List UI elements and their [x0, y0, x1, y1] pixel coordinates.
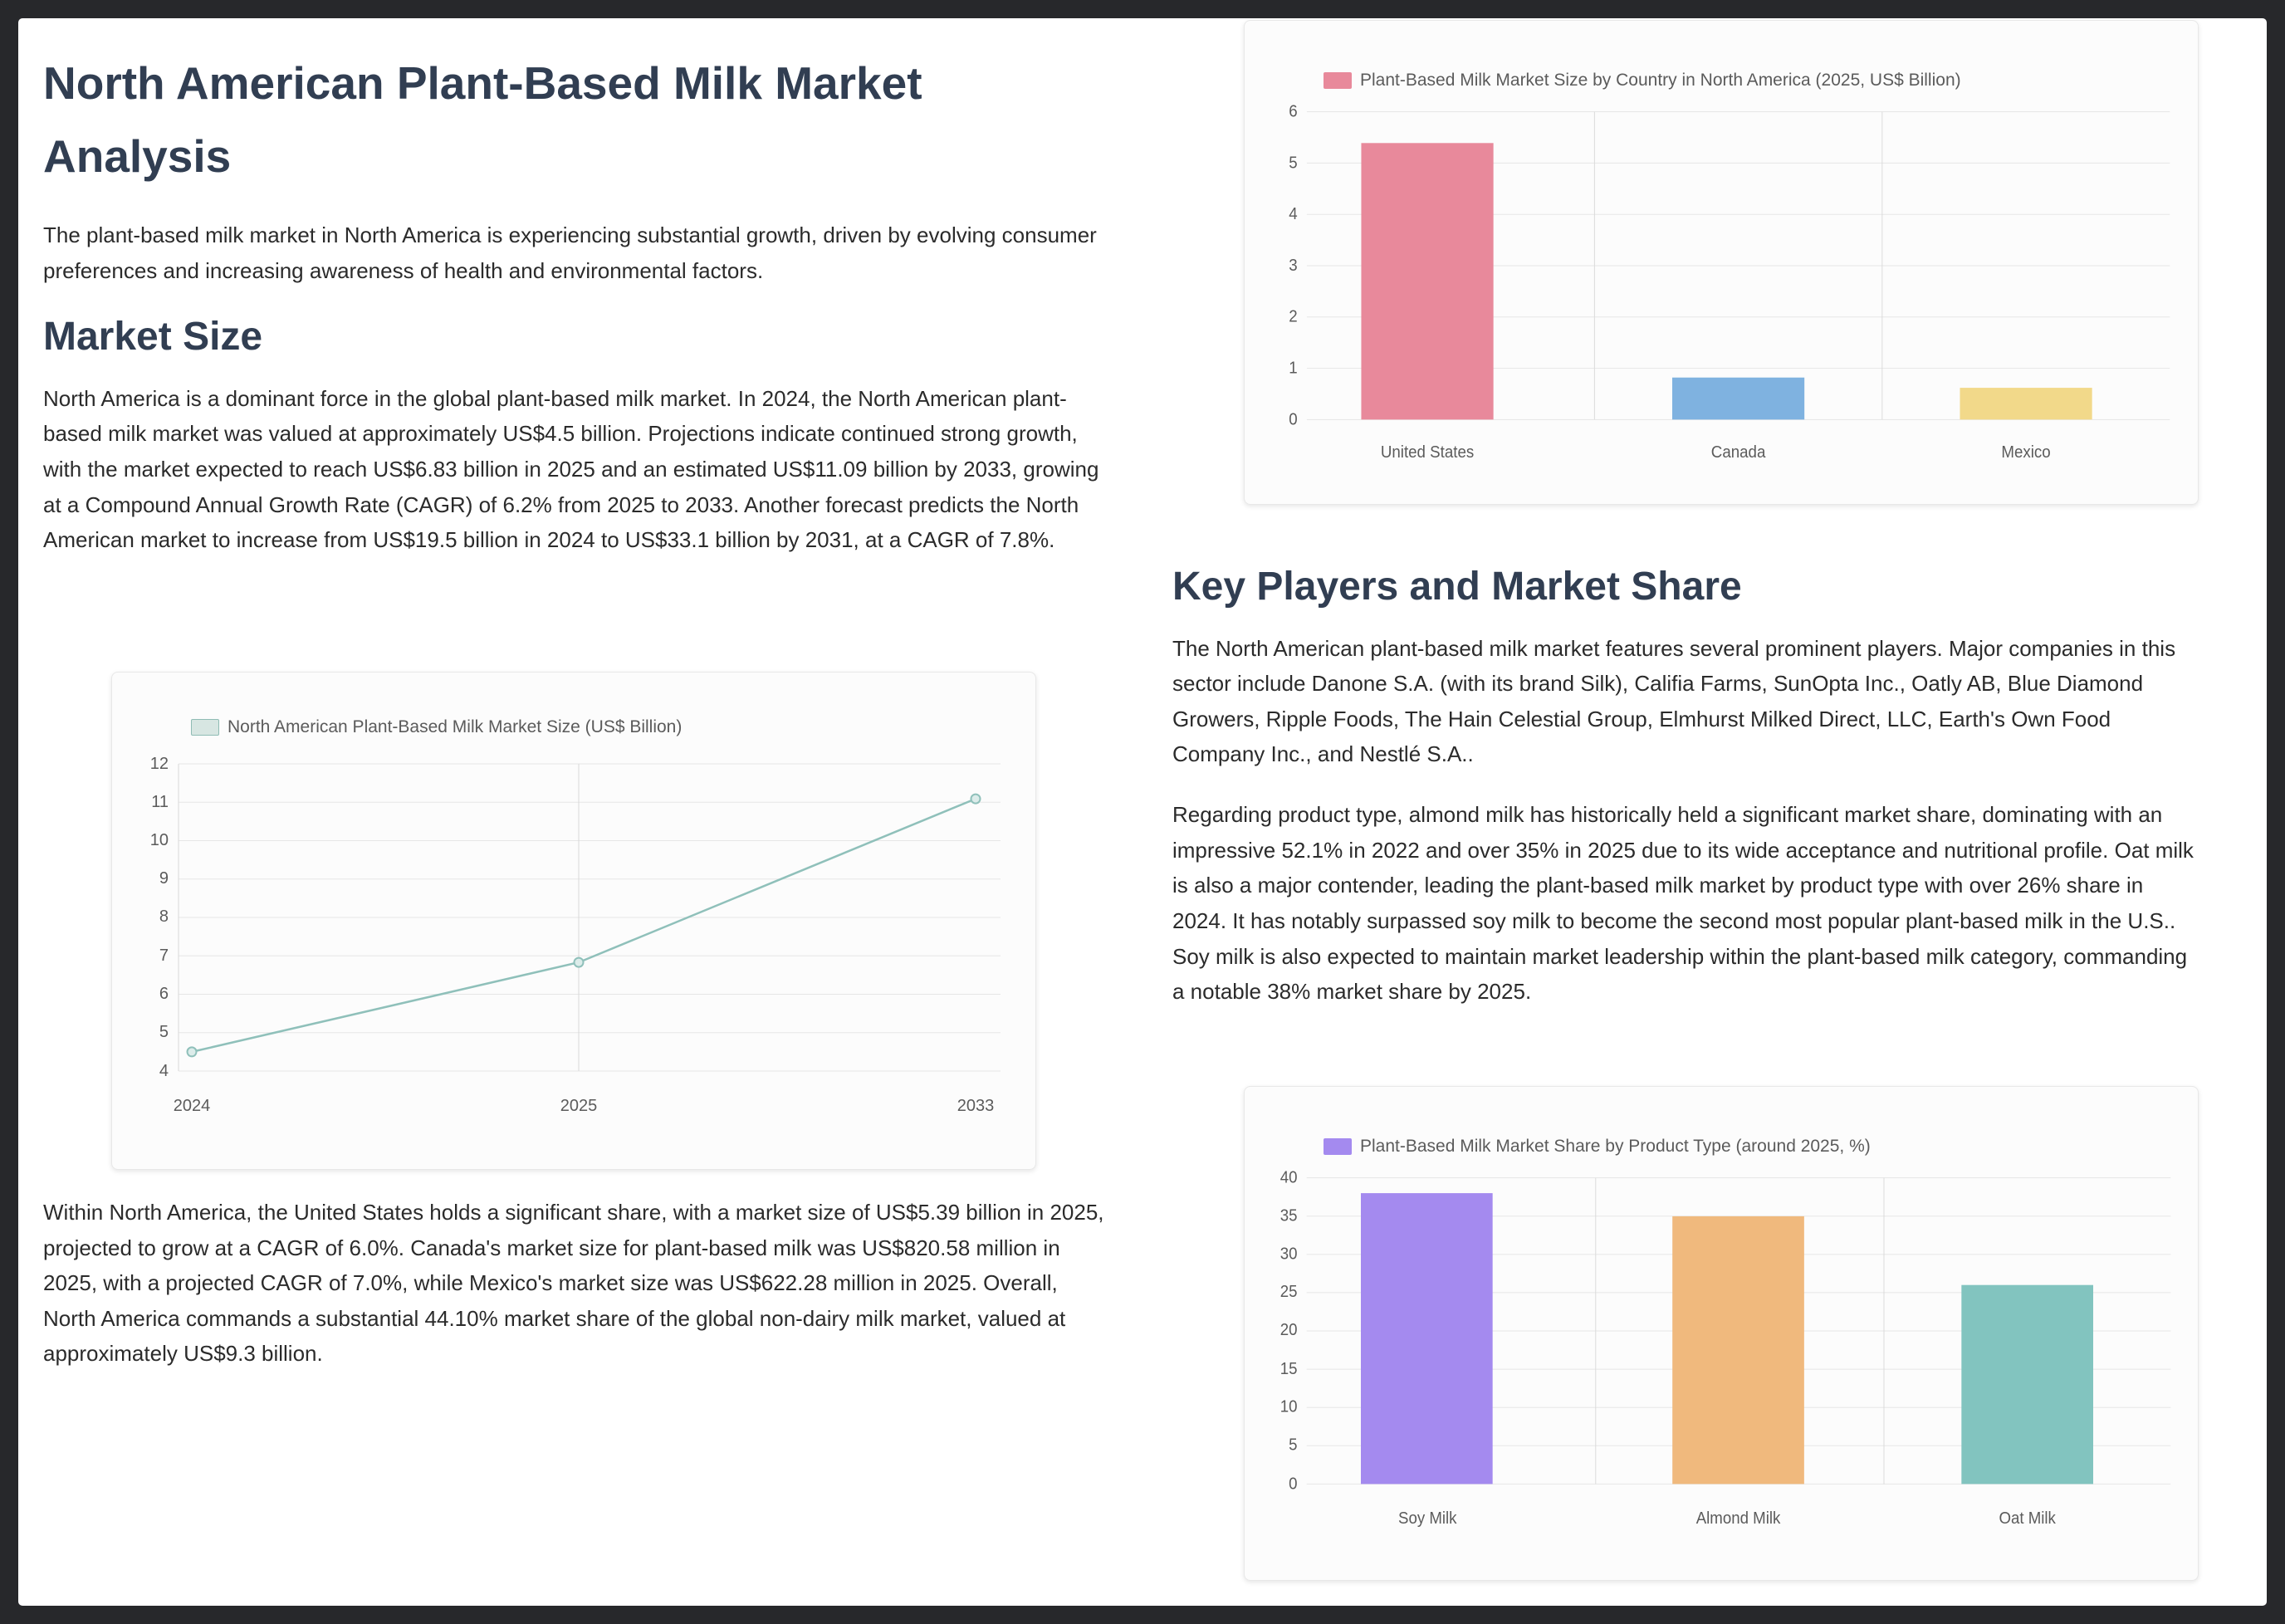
svg-text:10: 10 [1280, 1398, 1298, 1416]
svg-text:0: 0 [1289, 1475, 1297, 1494]
svg-text:4: 4 [159, 1062, 169, 1080]
svg-text:3: 3 [1289, 257, 1297, 275]
svg-text:Canada: Canada [1711, 444, 1766, 462]
svg-text:30: 30 [1280, 1245, 1298, 1264]
svg-text:6: 6 [159, 985, 169, 1003]
svg-text:Mexico: Mexico [2001, 444, 2050, 462]
svg-text:20: 20 [1280, 1321, 1298, 1339]
svg-text:2025: 2025 [560, 1097, 598, 1115]
svg-text:6: 6 [1289, 103, 1297, 121]
svg-text:7: 7 [159, 947, 169, 965]
svg-text:10: 10 [150, 831, 169, 849]
svg-text:Almond Milk: Almond Milk [1696, 1510, 1781, 1529]
svg-text:1: 1 [1289, 360, 1297, 378]
svg-text:25: 25 [1280, 1283, 1298, 1301]
svg-text:15: 15 [1280, 1360, 1298, 1378]
svg-text:5: 5 [1289, 154, 1297, 173]
svg-text:4: 4 [1289, 206, 1298, 224]
svg-text:Oat Milk: Oat Milk [1999, 1510, 2056, 1529]
svg-text:5: 5 [1289, 1436, 1297, 1455]
svg-text:12: 12 [150, 755, 169, 773]
svg-text:Soy Milk: Soy Milk [1398, 1510, 1457, 1529]
svg-text:11: 11 [151, 793, 169, 811]
svg-text:2033: 2033 [957, 1097, 995, 1115]
svg-text:35: 35 [1280, 1207, 1298, 1225]
svg-text:8: 8 [159, 907, 169, 926]
svg-text:40: 40 [1280, 1169, 1298, 1187]
svg-text:United States: United States [1381, 444, 1474, 462]
svg-text:5: 5 [159, 1023, 169, 1041]
svg-text:2024: 2024 [174, 1097, 211, 1115]
svg-text:0: 0 [1289, 411, 1297, 429]
svg-text:9: 9 [159, 869, 169, 888]
svg-text:2: 2 [1289, 308, 1297, 326]
